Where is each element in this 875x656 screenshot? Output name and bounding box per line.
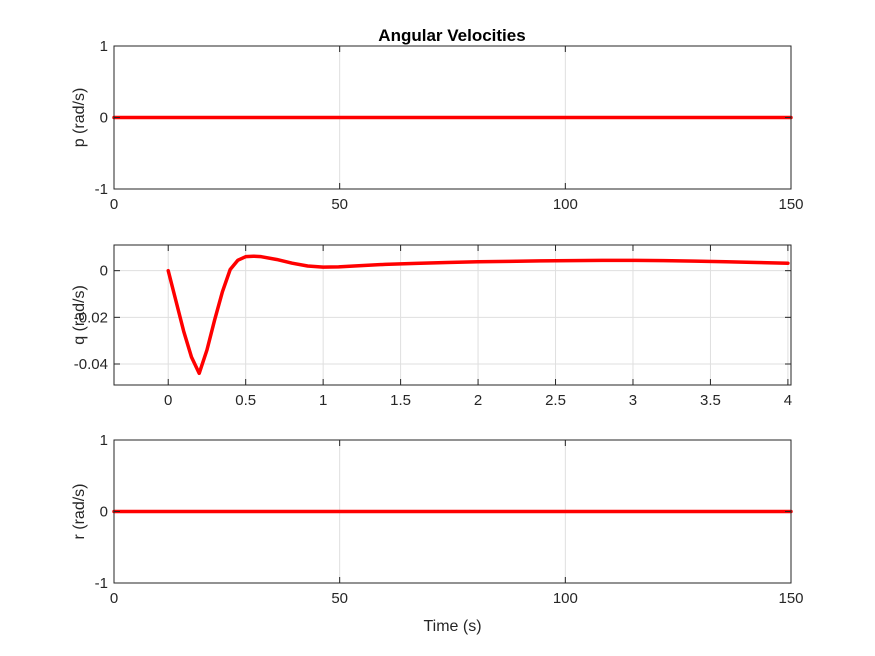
plot-area	[114, 245, 791, 385]
x-tick-label: 2	[474, 392, 482, 409]
y-tick-label: -0.02	[74, 309, 108, 326]
y-tick-label: -1	[95, 575, 108, 592]
x-tick-label: 2.5	[545, 392, 566, 409]
x-tick-label: 1	[319, 392, 327, 409]
y-axis-label: p (rad/s)	[71, 88, 88, 148]
y-tick-label: 0	[100, 263, 108, 280]
x-tick-label: 1.5	[390, 392, 411, 409]
x-tick-label: 150	[778, 196, 803, 213]
figure-title: Angular Velocities	[378, 26, 525, 45]
x-tick-label: 150	[778, 590, 803, 607]
x-tick-label: 100	[553, 196, 578, 213]
y-axis-label: r (rad/s)	[71, 484, 88, 540]
y-tick-label: 1	[100, 432, 108, 449]
x-tick-label: 0	[110, 590, 118, 607]
y-axis-label: q (rad/s)	[71, 285, 88, 345]
x-tick-label: 100	[553, 590, 578, 607]
x-tick-label: 50	[331, 196, 348, 213]
x-tick-label: 3	[629, 392, 637, 409]
y-tick-label: 0	[100, 504, 108, 521]
x-tick-label: 50	[331, 590, 348, 607]
x-tick-label: 3.5	[700, 392, 721, 409]
y-tick-label: -0.04	[74, 356, 108, 373]
x-axis-label: Time (s)	[423, 618, 481, 635]
x-tick-label: 0	[110, 196, 118, 213]
x-tick-label: 4	[784, 392, 792, 409]
y-tick-label: -1	[95, 181, 108, 198]
axes-box	[113, 244, 792, 386]
subplot-q: 0 0.5 1 1.5 2 2.5 3 3.5 4 -0.04 -0.02 0 q (rad/s)	[71, 244, 792, 409]
series-line-q	[166, 254, 790, 376]
y-tick-label: 0	[100, 110, 108, 127]
x-tick-label: 0	[164, 392, 172, 409]
y-tick-label: 1	[100, 38, 108, 55]
x-tick-label: 0.5	[235, 392, 256, 409]
